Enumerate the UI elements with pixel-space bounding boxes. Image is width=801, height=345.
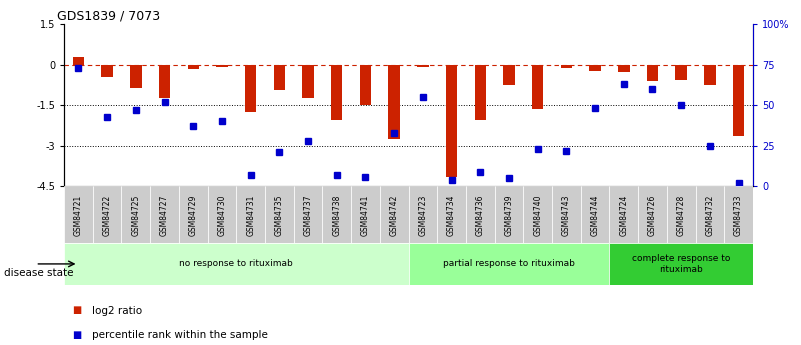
Text: partial response to rituximab: partial response to rituximab (443, 259, 575, 268)
Bar (122, 186, 150, 243)
Text: ■: ■ (72, 306, 82, 315)
Bar (380, 186, 409, 243)
Text: complete response to
rituximab: complete response to rituximab (632, 254, 731, 274)
Text: GSM84725: GSM84725 (131, 195, 140, 236)
Bar (331, 65, 343, 120)
Bar (322, 186, 351, 243)
Text: GSM84743: GSM84743 (562, 195, 571, 236)
Bar (187, 65, 199, 69)
Bar (437, 186, 466, 243)
Bar (532, 65, 543, 109)
Bar (360, 65, 371, 105)
Bar (245, 65, 256, 112)
Text: GSM84742: GSM84742 (389, 195, 399, 236)
Text: GSM84729: GSM84729 (189, 195, 198, 236)
Bar (523, 186, 552, 243)
Text: GSM84723: GSM84723 (418, 195, 428, 236)
Bar (666, 186, 695, 243)
Text: GSM84726: GSM84726 (648, 195, 657, 236)
Text: GSM84730: GSM84730 (217, 195, 227, 236)
Bar (610, 186, 638, 243)
Bar (724, 186, 753, 243)
Bar (446, 65, 457, 177)
Bar (265, 186, 294, 243)
Bar (638, 186, 666, 243)
Bar (93, 186, 122, 243)
Text: percentile rank within the sample: percentile rank within the sample (92, 330, 268, 339)
Text: GSM84740: GSM84740 (533, 195, 542, 236)
Text: GSM84732: GSM84732 (706, 195, 714, 236)
Text: GSM84724: GSM84724 (619, 195, 628, 236)
Text: GSM84739: GSM84739 (505, 195, 513, 236)
Bar (466, 186, 494, 243)
Bar (73, 57, 84, 65)
Text: GSM84737: GSM84737 (304, 195, 312, 236)
Bar (102, 65, 113, 77)
Bar (561, 65, 572, 68)
Text: GSM84735: GSM84735 (275, 195, 284, 236)
Bar (590, 65, 601, 71)
Text: GSM84721: GSM84721 (74, 195, 83, 236)
Bar (704, 65, 715, 85)
Bar (474, 65, 486, 120)
Text: GSM84727: GSM84727 (160, 195, 169, 236)
Text: GSM84734: GSM84734 (447, 195, 456, 236)
Bar (150, 186, 179, 243)
Text: GSM84744: GSM84744 (590, 195, 600, 236)
Bar (294, 186, 322, 243)
Text: log2 ratio: log2 ratio (92, 306, 143, 315)
Bar (388, 65, 400, 139)
Text: GSM84728: GSM84728 (677, 195, 686, 236)
Text: GSM84731: GSM84731 (246, 195, 256, 236)
Bar (274, 65, 285, 90)
Bar (64, 186, 93, 243)
Bar (581, 186, 610, 243)
Bar (646, 65, 658, 81)
Text: GSM84741: GSM84741 (361, 195, 370, 236)
Text: GSM84733: GSM84733 (734, 195, 743, 236)
Bar (64, 243, 409, 285)
Bar (236, 186, 265, 243)
Bar (503, 65, 515, 85)
Bar (216, 65, 227, 67)
Text: GDS1839 / 7073: GDS1839 / 7073 (57, 10, 160, 23)
Text: GSM84736: GSM84736 (476, 195, 485, 236)
Bar (130, 65, 142, 88)
Text: ■: ■ (72, 330, 82, 339)
Bar (618, 65, 630, 72)
Bar (733, 65, 744, 136)
Bar (409, 243, 610, 285)
Bar (179, 186, 207, 243)
Bar (494, 186, 523, 243)
Bar (351, 186, 380, 243)
Bar (409, 186, 437, 243)
Text: GSM84738: GSM84738 (332, 195, 341, 236)
Text: no response to rituximab: no response to rituximab (179, 259, 293, 268)
Bar (302, 65, 314, 98)
Bar (610, 243, 753, 285)
Text: GSM84722: GSM84722 (103, 195, 111, 236)
Bar (417, 65, 429, 67)
Bar (159, 65, 171, 98)
Bar (675, 65, 687, 80)
Bar (695, 186, 724, 243)
Bar (207, 186, 236, 243)
Bar (552, 186, 581, 243)
Text: disease state: disease state (4, 268, 74, 277)
